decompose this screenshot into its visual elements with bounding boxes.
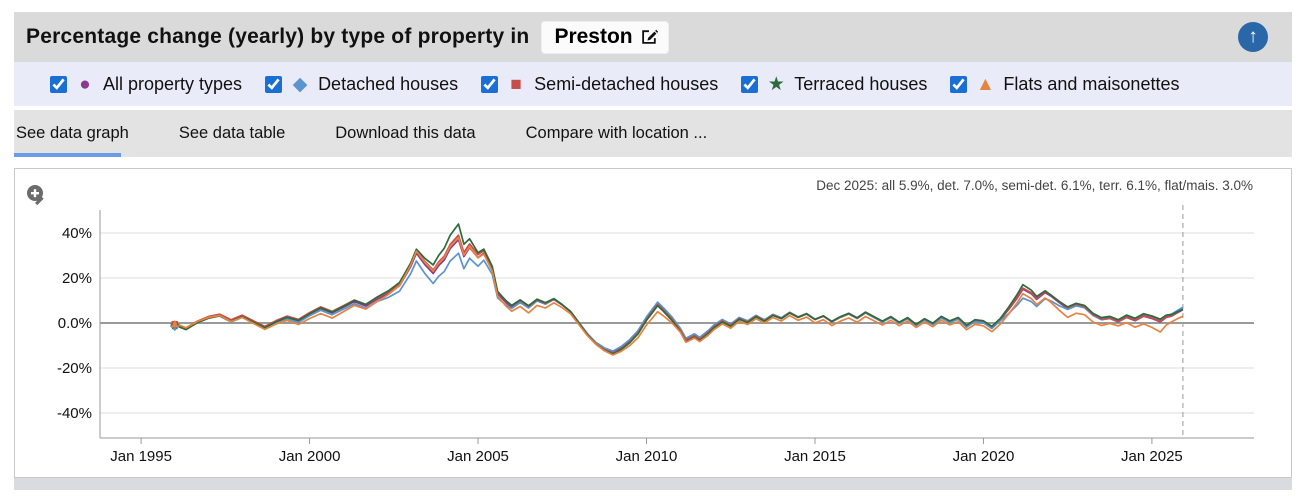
latest-values-annotation: Dec 2025: all 5.9%, det. 7.0%, semi-det.… bbox=[816, 178, 1253, 193]
svg-text:Jan 2005: Jan 2005 bbox=[447, 448, 509, 465]
series-legend: ● All property types ◆ Detached houses ■… bbox=[14, 62, 1292, 106]
edit-icon bbox=[641, 28, 658, 45]
circle-marker-icon: ● bbox=[79, 73, 91, 95]
svg-text:Jan 2015: Jan 2015 bbox=[784, 448, 846, 465]
tab-see-data-table[interactable]: See data table bbox=[178, 124, 286, 142]
tab-bar: See data graph See data table Download t… bbox=[14, 110, 1292, 157]
legend-checkbox-terraced-houses[interactable] bbox=[741, 75, 759, 93]
svg-text:●: ● bbox=[171, 317, 179, 332]
legend-checkbox-flats-and-maisonettes[interactable] bbox=[950, 75, 968, 93]
tab-download-this-data[interactable]: Download this data bbox=[335, 124, 476, 142]
legend-item-semi-detached-houses[interactable]: ■ Semi-detached houses bbox=[481, 74, 718, 95]
svg-text:Jan 2000: Jan 2000 bbox=[279, 448, 341, 465]
svg-text:Jan 2025: Jan 2025 bbox=[1121, 448, 1183, 465]
legend-item-detached-houses[interactable]: ◆ Detached houses bbox=[265, 74, 458, 95]
diamond-marker-icon: ◆ bbox=[292, 73, 308, 95]
legend-label: Detached houses bbox=[318, 73, 459, 94]
legend-item-flats-and-maisonettes[interactable]: ▲ Flats and maisonettes bbox=[950, 74, 1179, 95]
legend-item-all-property-types[interactable]: ● All property types bbox=[50, 74, 242, 95]
page-title: Percentage change (yearly) by type of pr… bbox=[26, 25, 530, 48]
legend-checkbox-semi-detached-houses[interactable] bbox=[481, 75, 499, 93]
square-marker-icon: ■ bbox=[510, 73, 522, 95]
legend-checkbox-detached-houses[interactable] bbox=[265, 75, 283, 93]
legend-item-terraced-houses[interactable]: ★ Terraced houses bbox=[741, 74, 927, 95]
svg-text:Jan 2020: Jan 2020 bbox=[953, 448, 1015, 465]
bottom-strip bbox=[14, 478, 1292, 490]
svg-text:Jan 1995: Jan 1995 bbox=[110, 448, 172, 465]
svg-text:Jan 2010: Jan 2010 bbox=[616, 448, 678, 465]
legend-checkbox-all-property-types[interactable] bbox=[50, 75, 67, 93]
chart-panel: 40% 20% 0.0% -20% -40% Jan 1995 Jan 2000 Jan 20… bbox=[14, 168, 1292, 478]
tab-see-data-graph[interactable]: See data graph bbox=[14, 110, 131, 157]
tab-compare-with-location[interactable]: Compare with location ... bbox=[525, 124, 708, 142]
triangle-marker-icon: ▲ bbox=[975, 73, 995, 95]
svg-text:20%: 20% bbox=[62, 270, 92, 287]
price-change-chart[interactable]: 40% 20% 0.0% -20% -40% Jan 1995 Jan 2000 Jan 20… bbox=[15, 169, 1291, 477]
location-button[interactable]: Preston bbox=[541, 20, 669, 54]
legend-label: All property types bbox=[103, 73, 243, 94]
svg-text:-20%: -20% bbox=[57, 360, 92, 377]
legend-label: Terraced houses bbox=[794, 73, 928, 94]
location-name: Preston bbox=[554, 24, 633, 48]
header: Percentage change (yearly) by type of pr… bbox=[14, 12, 1292, 62]
legend-label: Semi-detached houses bbox=[534, 73, 719, 94]
scroll-to-top-button[interactable]: ↑ bbox=[1238, 22, 1268, 52]
legend-label: Flats and maisonettes bbox=[1003, 73, 1180, 94]
svg-text:■: ■ bbox=[171, 316, 179, 331]
svg-text:40%: 40% bbox=[62, 225, 92, 242]
zoom-in-icon[interactable] bbox=[25, 183, 49, 207]
star-marker-icon: ★ bbox=[767, 73, 785, 95]
svg-text:0.0%: 0.0% bbox=[58, 315, 92, 332]
svg-text:★: ★ bbox=[169, 318, 181, 333]
svg-text:◆: ◆ bbox=[170, 317, 180, 332]
svg-text:▲: ▲ bbox=[168, 315, 181, 330]
svg-text:-40%: -40% bbox=[57, 405, 92, 422]
up-arrow-icon: ↑ bbox=[1248, 25, 1258, 47]
